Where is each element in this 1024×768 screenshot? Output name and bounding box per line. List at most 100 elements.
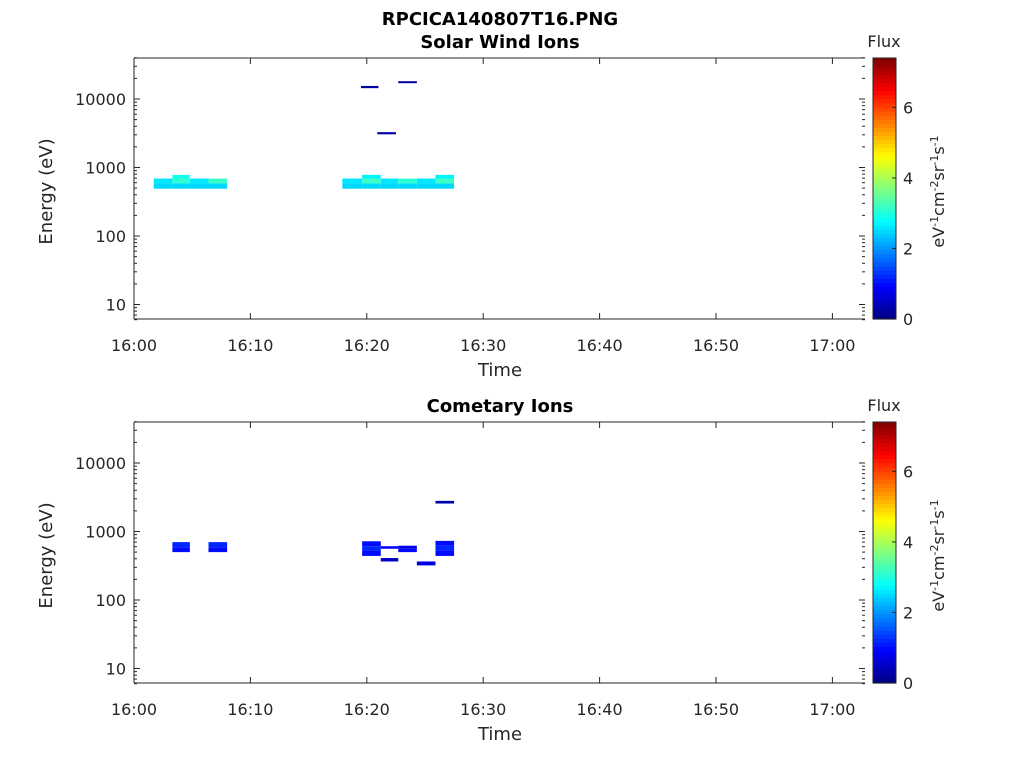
colorbar-segment (873, 147, 896, 153)
colorbar-segment (873, 298, 896, 304)
colorbar-segment (873, 184, 896, 190)
colorbar-segment (873, 143, 896, 149)
data-cell (435, 545, 455, 551)
colorbar-segment (873, 454, 896, 460)
data-cell (172, 542, 190, 548)
y-tick-label: 100 (95, 591, 126, 610)
colorbar-segment (873, 90, 896, 96)
data-cell (208, 178, 228, 184)
colorbar-segment (873, 621, 896, 627)
colorbar-tick-label: 0 (903, 674, 913, 693)
colorbar-segment (873, 499, 896, 505)
colorbar-segment (873, 229, 896, 234)
colorbar: 0 2 4 6 Flux eV-1cm-2sr-1s-1 (867, 32, 948, 329)
colorbar-segment (873, 625, 896, 631)
colorbar-segment (873, 560, 896, 566)
data-cell (360, 85, 379, 89)
colorbar-segment (873, 536, 896, 541)
colorbar-segment (873, 180, 896, 186)
colorbar-unit-label: eV-1cm-2sr-1s-1 (928, 135, 948, 247)
x-tick-label: 16:00 (111, 700, 157, 719)
data-cell (380, 183, 399, 189)
colorbar-segment (873, 658, 896, 664)
colorbar-segment (873, 274, 896, 279)
colorbar-segment (873, 119, 896, 124)
colorbar-segment (873, 66, 896, 71)
data-cell (208, 547, 228, 553)
data-cell (362, 183, 381, 189)
colorbar-segment (873, 111, 896, 116)
x-tick-label: 16:50 (693, 700, 739, 719)
colorbar-segment (873, 208, 896, 214)
colorbar-segment (873, 127, 896, 133)
x-tick-label: 16:20 (344, 336, 390, 355)
colorbar-segment (873, 462, 896, 468)
x-tick-label: 16:10 (227, 336, 273, 355)
data-cell (435, 174, 455, 179)
colorbar-segment (873, 233, 896, 239)
colorbar-segment (873, 294, 896, 300)
colorbar-segment (873, 131, 896, 137)
colorbar-title: Flux (867, 32, 900, 51)
colorbar-segment (873, 572, 896, 578)
colorbar-segment (873, 188, 896, 194)
data-cell (189, 178, 209, 184)
colorbar-segment (873, 609, 896, 615)
colorbar-segment (873, 617, 896, 623)
colorbar-segment (873, 74, 896, 79)
colorbar-segment (873, 519, 896, 525)
data-cell (377, 132, 396, 135)
data-cell (398, 178, 417, 184)
colorbar-segment (873, 123, 896, 128)
colorbar-segment (873, 446, 896, 452)
data-cell (189, 183, 209, 189)
data-cell (435, 500, 455, 504)
colorbar-segment (873, 666, 896, 672)
data-cell (153, 183, 173, 189)
data-cell (435, 178, 455, 184)
colorbar-segment (873, 646, 896, 651)
colorbar-segment (873, 495, 896, 501)
colorbar-segment (873, 70, 896, 75)
colorbar-segment (873, 532, 896, 537)
x-tick-label: 16:20 (344, 700, 390, 719)
colorbar-segment (873, 458, 896, 464)
data-cell (172, 547, 190, 553)
colorbar-segment (873, 629, 896, 635)
colorbar-segment (873, 466, 896, 472)
colorbar-segment (873, 597, 896, 603)
colorbar-segment (873, 670, 896, 676)
data-cell (416, 183, 436, 189)
colorbar-title: Flux (867, 396, 900, 415)
x-tick-label: 16:30 (460, 700, 506, 719)
colorbar-tick-label: 4 (903, 533, 913, 552)
colorbar-segment (873, 422, 896, 427)
colorbar-segment (873, 261, 896, 267)
colorbar-segment (873, 302, 896, 308)
data-cell (362, 178, 381, 184)
colorbar-segment (873, 523, 896, 529)
colorbar-segment (873, 155, 896, 161)
x-tick-label: 16:30 (460, 336, 506, 355)
colorbar-segment (873, 678, 896, 684)
colorbar-segment (873, 589, 896, 594)
colorbar-segment (873, 515, 896, 521)
colorbar-segment (873, 605, 896, 611)
data-cell (362, 550, 381, 556)
colorbar-segment (873, 62, 896, 67)
colorbar-segment (873, 552, 896, 558)
data-cell (362, 174, 381, 179)
colorbar-segment (873, 221, 896, 226)
colorbar-segment (873, 102, 896, 108)
colorbar-tick-label: 4 (903, 169, 913, 188)
panel-title: Solar Wind Ions (420, 32, 579, 53)
colorbar-tick-label: 2 (903, 603, 913, 622)
colorbar-segment (873, 58, 896, 63)
colorbar-segment (873, 430, 896, 435)
colorbar-segment (873, 487, 896, 492)
colorbar-segment (873, 310, 896, 316)
colorbar-segment (873, 159, 896, 165)
colorbar-segment (873, 426, 896, 431)
